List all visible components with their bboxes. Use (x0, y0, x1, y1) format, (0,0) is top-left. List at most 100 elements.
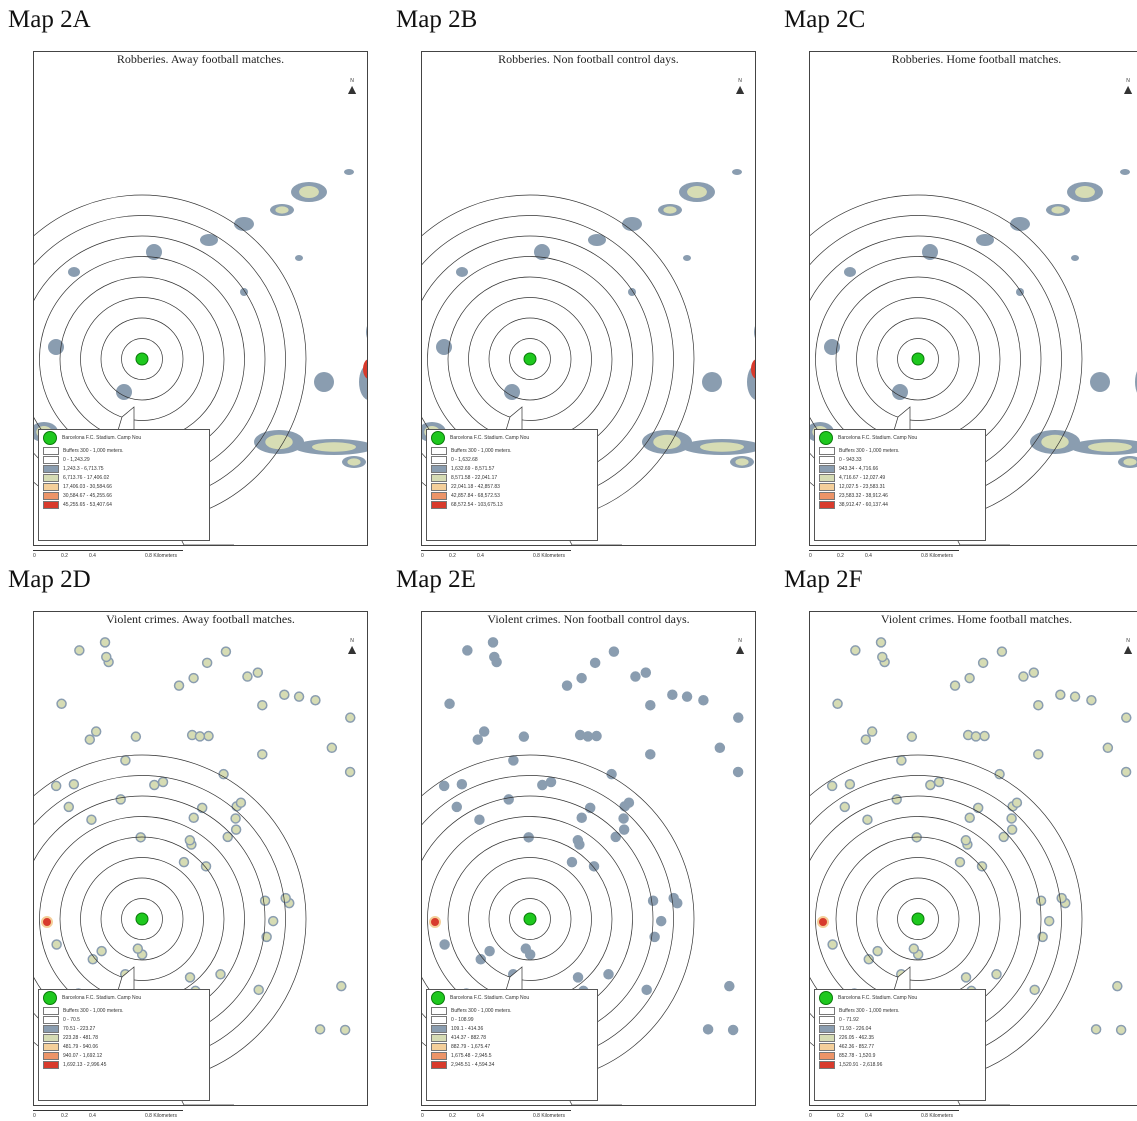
incident-dot (608, 646, 620, 657)
incident-dot (63, 801, 75, 813)
incident-dot (1029, 984, 1040, 996)
legend-class-row: 1,675.48 - 2,945.5 (431, 1051, 597, 1060)
legend-class-label: 226.05 - 462.35 (839, 1034, 875, 1041)
map-label: Map 2C (784, 6, 866, 33)
map-label: Map 2F (784, 566, 863, 593)
incident-dot (235, 797, 247, 808)
legend-class-label: 943.34 - 4,716.66 (839, 465, 879, 472)
legend-buffers-row: Buffers 300 - 1,000 meters. (431, 1006, 597, 1015)
stadium-icon (43, 991, 57, 1005)
map-title: Violent crimes. Non football control day… (487, 612, 690, 626)
map-title: Violent crimes. Home football matches. (880, 612, 1073, 626)
incident-dot (1069, 691, 1081, 702)
scale-tick: 0.4 (89, 1113, 96, 1119)
scale-tick: 0.8 Kilometers (145, 553, 177, 559)
legend-class-label: 0 - 943.33 (839, 456, 862, 463)
legend-buffers-label: Buffers 300 - 1,000 meters. (839, 1007, 900, 1014)
incident-dot (603, 969, 614, 980)
incident-dot (896, 755, 907, 766)
stadium-icon (431, 431, 445, 445)
incident-dot (489, 651, 500, 663)
stadium-icon (819, 991, 833, 1005)
scale-tick: 0 (421, 553, 424, 559)
incident-dot (591, 730, 602, 742)
buffer-ring (876, 317, 960, 401)
incident-dot (157, 776, 169, 788)
incident-dot (1018, 671, 1029, 682)
incident-dot (576, 812, 587, 823)
hotspot-core (299, 186, 319, 198)
incident-dot (1033, 699, 1044, 711)
class-swatch (43, 491, 59, 500)
incident-dot (184, 972, 196, 983)
incident-dot (606, 768, 617, 780)
incident-dot (949, 680, 961, 691)
legend-buffers-label: Buffers 300 - 1,000 meters. (63, 1007, 124, 1014)
stadium-marker (523, 912, 537, 926)
legend-class-row: 0 - 108.99 (431, 1015, 597, 1024)
scale-tick: 0 (33, 1113, 36, 1119)
legend-class-label: 462.36 - 852.77 (839, 1043, 875, 1050)
hotspot (344, 169, 354, 175)
incident-dot (1120, 766, 1132, 778)
legend-class-row: 8,571.58 - 22,041.17 (431, 473, 597, 482)
legend-class-label: 12,027.5 - 23,583.31 (839, 483, 886, 490)
incident-dot (996, 646, 1008, 657)
legend-class-label: 1,675.48 - 2,945.5 (451, 1052, 492, 1059)
incident-dot (487, 637, 499, 648)
hotspot (892, 384, 908, 400)
map-panel-2a: Map 2A N ▲ Barcelona F.C. Stadium. Camp No… (8, 6, 378, 559)
legend-class-label: 1,520.91 - 2,618.96 (839, 1061, 883, 1068)
incident-dot (203, 730, 214, 742)
class-swatch (431, 1051, 447, 1060)
incident-dot (576, 672, 587, 684)
class-swatch (431, 464, 447, 473)
hotspot (295, 255, 303, 261)
hotspot (534, 244, 550, 260)
scale-tick: 0 (33, 553, 36, 559)
map-legend: Barcelona F.C. Stadium. Camp Nou Buffers … (426, 989, 598, 1101)
hotspot (622, 217, 642, 231)
incident-dot (503, 794, 514, 805)
scale-tick: 0.4 (477, 1113, 484, 1119)
legend-class-label: 0 - 71.92 (839, 1016, 859, 1023)
hotspot (1010, 217, 1030, 231)
hotspot (234, 217, 254, 231)
incident-dot (84, 734, 96, 745)
incident-dot (645, 699, 656, 711)
incident-dot (120, 755, 131, 766)
legend-class-label: 22,041.18 - 42,857.83 (451, 483, 500, 490)
class-swatch (431, 1033, 447, 1042)
buffer-ring (856, 297, 980, 421)
hotspot-core (1075, 186, 1095, 198)
legend-class-label: 940.07 - 1,692.12 (63, 1052, 103, 1059)
legend-buffers-label: Buffers 300 - 1,000 meters. (63, 447, 124, 454)
scale-tick: 0.4 (89, 553, 96, 559)
incident-dot (68, 779, 80, 790)
scale-tick: 0.8 Kilometers (921, 553, 953, 559)
incident-dot (1115, 1024, 1127, 1036)
legend-class-label: 38,912.47 - 60,137.44 (839, 501, 888, 508)
incident-dot (475, 954, 487, 965)
class-swatch (431, 1042, 447, 1051)
class-swatch (431, 482, 447, 491)
hotspot (1090, 372, 1110, 392)
incident-dot (925, 779, 936, 791)
incident-dot (201, 657, 213, 669)
scale-tick: 0.2 (61, 1113, 68, 1119)
incident-dot (149, 779, 160, 791)
incident-dot (891, 794, 902, 805)
class-swatch (43, 1060, 59, 1069)
incident-dot (1056, 892, 1067, 904)
scale-tick: 0.2 (449, 553, 456, 559)
hotspot-core (700, 442, 744, 452)
class-swatch (431, 500, 447, 509)
incident-dot (623, 797, 635, 808)
legend-class-label: 109.1 - 414.36 (451, 1025, 484, 1032)
incident-dot (188, 672, 199, 684)
north-arrow-icon: N ▲ (733, 638, 747, 656)
legend-class-row: 45,255.65 - 53,407.64 (43, 500, 209, 509)
incident-dot (96, 945, 107, 957)
incident-dot (1043, 915, 1055, 927)
legend-class-row: 414.37 - 882.78 (431, 1033, 597, 1042)
